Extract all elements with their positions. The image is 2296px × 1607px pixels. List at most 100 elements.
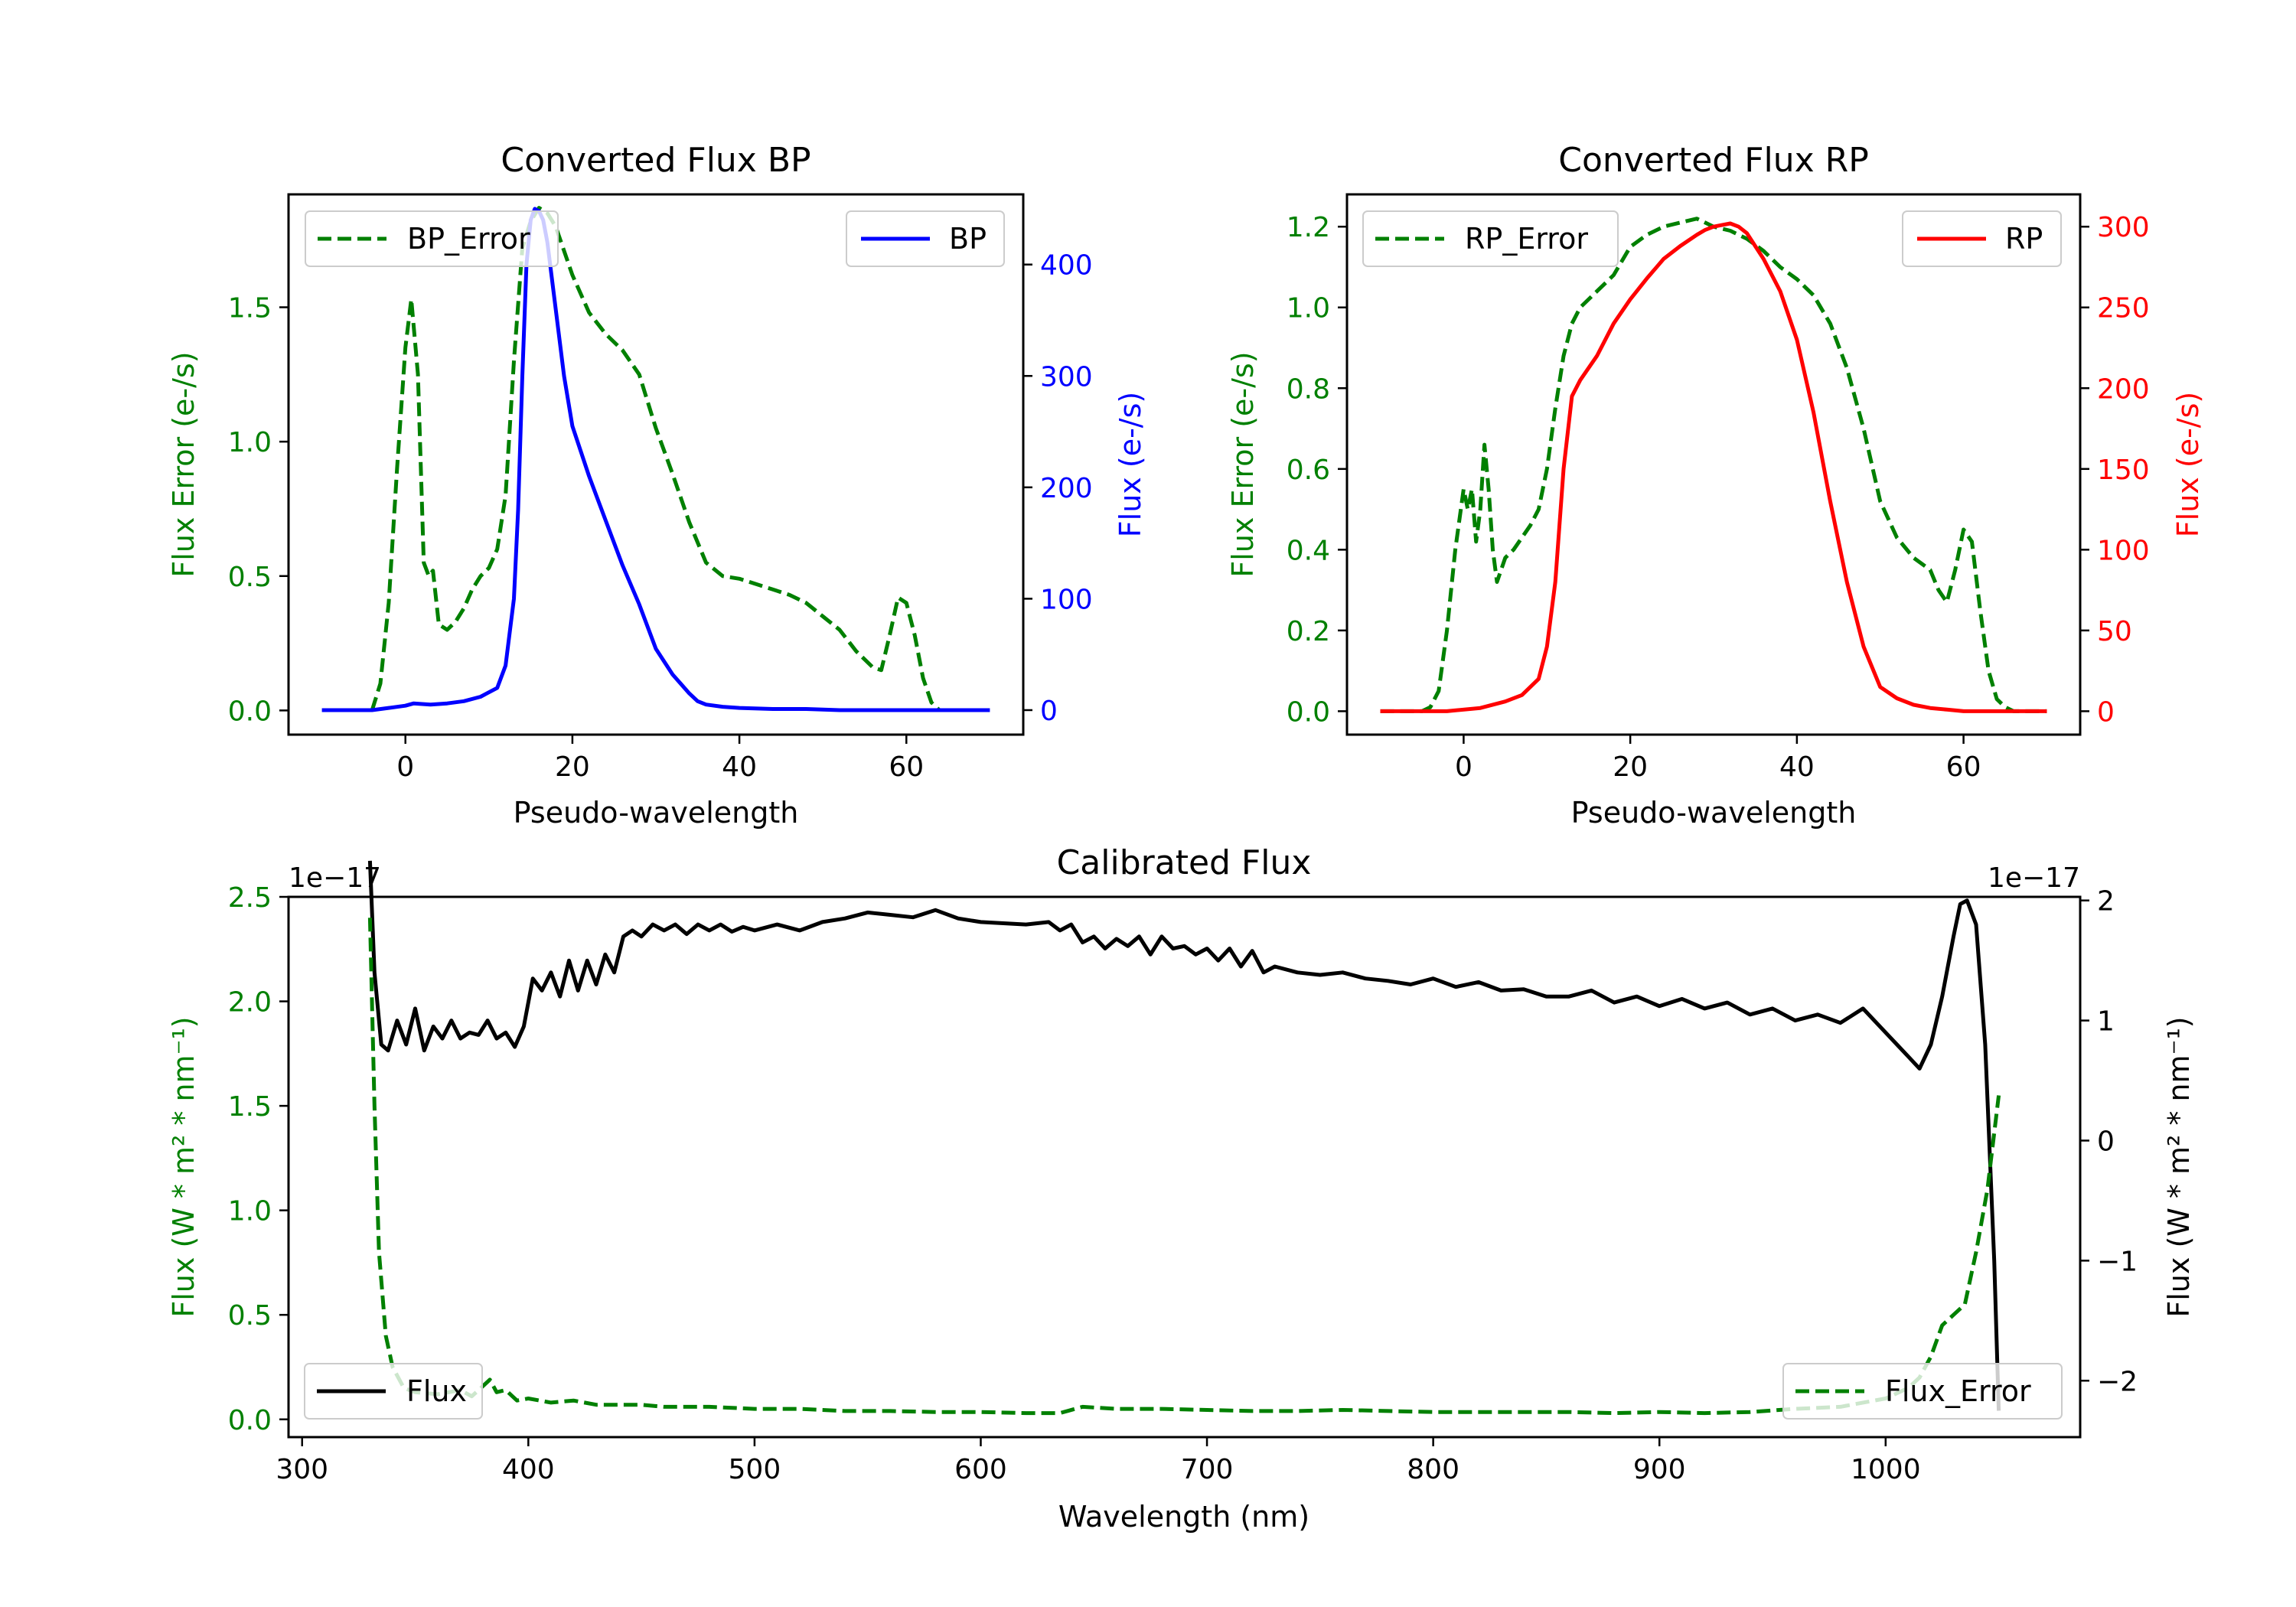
rp-series <box>1380 217 2047 713</box>
y-right-tick-label: 100 <box>2097 535 2150 566</box>
y-right-tick-label: 150 <box>2097 455 2150 486</box>
y-left-tick-label: 0.5 <box>228 562 272 593</box>
legend-label: RP <box>2005 222 2043 256</box>
x-tick-label: 800 <box>1407 1454 1459 1485</box>
x-tick-label: 0 <box>1455 751 1473 783</box>
rp-chart: Converted Flux RP 0 20 40 60 0.00.20.40.60.… <box>1226 141 2205 830</box>
y-right-tick-label: −2 <box>2097 1366 2138 1397</box>
y-left-tick-label: 1.5 <box>228 1091 272 1123</box>
y-left-tick-label: 2.0 <box>228 987 272 1019</box>
bp-legend-flux: BP <box>846 210 1005 267</box>
x-tick-label: 60 <box>889 751 924 783</box>
calibrated-offset-right: 1e−17 <box>1988 862 2080 894</box>
bp-y-label-right: Flux (e-/s) <box>1114 392 1147 537</box>
calibrated-series <box>367 860 2001 1416</box>
x-tick-label: 900 <box>1633 1454 1686 1485</box>
bp-series-bp <box>321 207 990 712</box>
y-right-tick-label: 200 <box>2097 373 2150 405</box>
bp-axes-frame <box>287 193 1025 736</box>
legend-label: BP_Error <box>407 222 530 256</box>
y-right-tick-label: 1 <box>2097 1006 2115 1038</box>
calibrated-title: Calibrated Flux <box>1057 843 1312 882</box>
rp-y-label-right: Flux (e-/s) <box>2171 392 2205 537</box>
bp-x-ticks: 0 20 40 60 <box>396 735 924 783</box>
y-right-tick-label: 250 <box>2097 293 2150 324</box>
x-tick-label: 20 <box>555 751 590 783</box>
x-tick-label: 60 <box>1946 751 1981 783</box>
legend-label: RP_Error <box>1465 222 1588 256</box>
y-right-tick-label: 200 <box>1040 473 1093 504</box>
rp-legend-error: RP_Error <box>1362 210 1619 267</box>
y-left-tick-label: 0.0 <box>228 1405 272 1436</box>
y-left-tick-label: 1.0 <box>228 427 272 458</box>
y-left-tick-label: 2.5 <box>228 882 272 914</box>
x-tick-label: 0 <box>396 751 414 783</box>
calibrated-chart: Calibrated Flux 1e−17 1e−17 300 400 500 600… <box>167 843 2196 1534</box>
x-tick-label: 300 <box>276 1454 328 1485</box>
x-tick-label: 700 <box>1181 1454 1234 1485</box>
y-left-tick-label: 1.5 <box>228 293 272 324</box>
y-right-tick-label: 50 <box>2097 616 2132 647</box>
y-left-tick-label: 1.2 <box>1287 212 1330 243</box>
y-left-tick-label: 0.5 <box>228 1300 272 1332</box>
rp-y-label-left: Flux Error (e-/s) <box>1226 351 1260 577</box>
y-right-tick-label: 300 <box>1040 361 1093 393</box>
bp-series <box>321 206 990 712</box>
calibrated-x-label: Wavelength (nm) <box>1058 1500 1309 1534</box>
calibrated-axes-frame <box>287 895 2082 1439</box>
calibrated-series-flux <box>367 860 2001 1411</box>
x-tick-label: 40 <box>1779 751 1815 783</box>
calibrated-legend-flux: Flux <box>304 1363 483 1420</box>
bp-legend-error: BP_Error <box>305 210 559 267</box>
y-right-tick-label: −1 <box>2097 1246 2138 1277</box>
bp-y-label-left: Flux Error (e-/s) <box>167 351 201 577</box>
bp-right-ticks: 0 100 200 300 400 <box>1023 250 1093 727</box>
y-left-tick-label: 1.0 <box>228 1196 272 1227</box>
legend-label: Flux_Error <box>1885 1374 2031 1408</box>
bp-title: Converted Flux BP <box>501 141 810 180</box>
x-tick-label: 600 <box>954 1454 1007 1485</box>
y-right-tick-label: 300 <box>2097 212 2150 243</box>
bp-x-label: Pseudo-wavelength <box>514 796 799 830</box>
calibrated-y-label-right: Flux (W * m² * nm⁻¹) <box>2162 1016 2196 1317</box>
y-left-tick-label: 0.2 <box>1287 616 1330 647</box>
rp-legend-flux: RP <box>1902 210 2062 267</box>
rp-x-label: Pseudo-wavelength <box>1571 796 1857 830</box>
x-tick-label: 1000 <box>1851 1454 1921 1485</box>
calibrated-left-ticks: 0.0 0.5 1.0 1.5 2.0 2.5 <box>228 882 289 1436</box>
calibrated-right-ticks: −2 −1 0 1 2 <box>2080 886 2138 1397</box>
rp-series-rp <box>1380 221 2047 713</box>
rp-left-ticks: 0.0 0.2 0.4 0.6 0.8 1.0 1.2 <box>1287 212 1347 728</box>
y-right-tick-label: 2 <box>2097 886 2115 918</box>
x-tick-label: 20 <box>1613 751 1648 783</box>
bp-left-ticks: 0.0 0.5 1.0 1.5 <box>228 293 289 727</box>
x-tick-label: 40 <box>722 751 757 783</box>
calibrated-y-label-left: Flux (W * m² * nm⁻¹) <box>167 1016 201 1317</box>
legend-label: Flux <box>406 1374 467 1408</box>
y-right-tick-label: 0 <box>2097 1126 2115 1157</box>
bp-series-bp-error <box>370 206 941 712</box>
x-tick-label: 400 <box>502 1454 555 1485</box>
y-left-tick-label: 0.4 <box>1287 535 1330 566</box>
x-tick-label: 500 <box>729 1454 781 1485</box>
y-right-tick-label: 100 <box>1040 584 1093 615</box>
y-left-tick-label: 1.0 <box>1287 293 1330 324</box>
rp-axes-frame <box>1345 193 2082 736</box>
rp-right-ticks: 0 50 100 150 200 250 300 <box>2080 212 2150 728</box>
calibrated-offset-left: 1e−17 <box>289 862 381 894</box>
y-right-tick-label: 400 <box>1040 250 1093 282</box>
y-right-tick-label: 0 <box>1040 696 1058 727</box>
calibrated-series-flux-error <box>367 918 2001 1416</box>
y-left-tick-label: 0.6 <box>1287 455 1330 486</box>
rp-series-rp-error <box>1380 217 2047 713</box>
y-left-tick-label: 0.0 <box>228 696 272 727</box>
calibrated-legend-error: Flux_Error <box>1782 1363 2063 1420</box>
rp-title: Converted Flux RP <box>1558 141 1869 180</box>
calibrated-x-ticks: 300 400 500 600 700 800 900 1000 <box>276 1437 1921 1485</box>
y-left-tick-label: 0.8 <box>1287 373 1330 405</box>
y-left-tick-label: 0.0 <box>1287 696 1330 728</box>
bp-chart: Converted Flux BP 0 20 40 60 0.0 0.5 1.0 1.5 0… <box>167 141 1147 830</box>
legend-label: BP <box>949 222 987 256</box>
rp-x-ticks: 0 20 40 60 <box>1455 735 1981 783</box>
